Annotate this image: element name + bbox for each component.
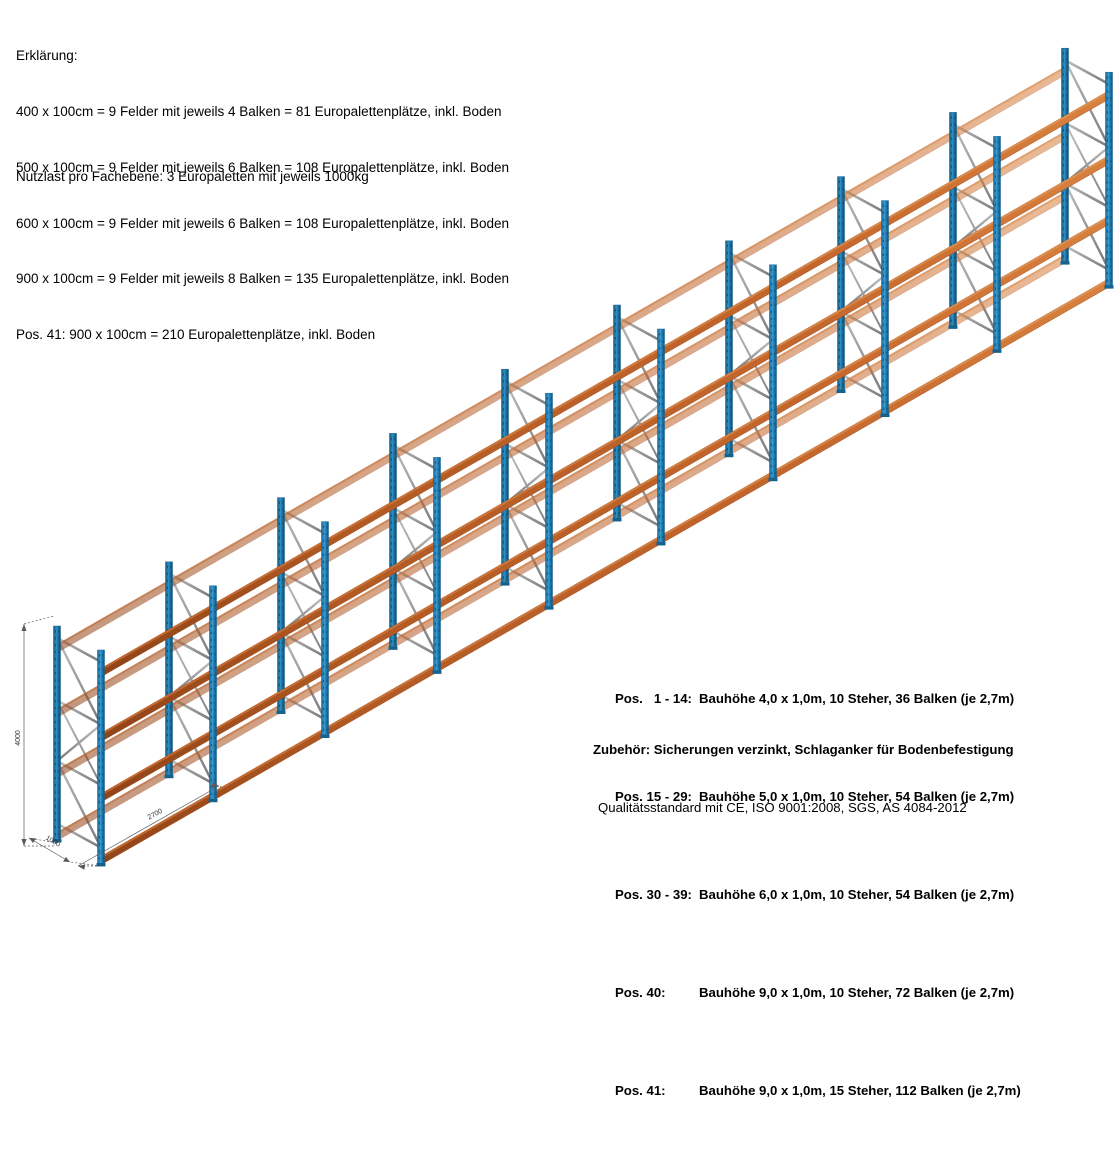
dim-ext-top bbox=[23, 615, 55, 625]
position-spec: Bauhöhe 4,0 x 1,0m, 10 Steher, 36 Balken… bbox=[698, 690, 1015, 706]
upright-rear-5 bbox=[500, 368, 510, 586]
quality-standard-note: Qualitätsstandard mit CE, ISO 9001:2008,… bbox=[598, 800, 967, 815]
upright-rear-10 bbox=[1060, 47, 1070, 265]
dim-ext-depth-a bbox=[28, 837, 58, 844]
upright-rear-1 bbox=[52, 625, 62, 843]
dim-length-line bbox=[77, 785, 220, 867]
position-row: Pos. 30 - 39: Bauhöhe 6,0 x 1,0m, 10 Steh… bbox=[593, 865, 1021, 924]
upright-rear-3 bbox=[276, 497, 286, 714]
upright-rear-9 bbox=[948, 112, 958, 329]
accessories-note: Zubehör: Sicherungen verzinkt, Schlagank… bbox=[593, 742, 1014, 757]
position-row: Pos. 40: Bauhöhe 9,0 x 1,0m, 10 Steher, 7… bbox=[593, 963, 1021, 1022]
upright-rear-6 bbox=[612, 304, 622, 522]
dim-label-bay-length: 2700 bbox=[147, 808, 164, 822]
upright-front-1 bbox=[96, 649, 106, 867]
upright-front-8 bbox=[880, 200, 890, 417]
explanation-block: Erklärung: 400 x 100cm = 9 Felder mit je… bbox=[16, 10, 509, 382]
explanation-line-3: 600 x 100cm = 9 Felder mit jeweils 6 Bal… bbox=[16, 215, 510, 231]
position-spec: Bauhöhe 5,0 x 1,0m, 10 Steher, 54 Balken… bbox=[698, 788, 1015, 804]
dim-arrow-depth-b bbox=[63, 857, 70, 862]
position-label: Pos. 40: bbox=[614, 984, 666, 1000]
dim-ext-len-b bbox=[212, 783, 223, 803]
frame-brace bbox=[55, 636, 103, 849]
dim-ext-depth-b bbox=[69, 861, 102, 867]
position-spec: Bauhöhe 6,0 x 1,0m, 10 Steher, 54 Balken… bbox=[698, 886, 1015, 902]
upright-rear-4 bbox=[388, 433, 398, 650]
dim-depth-line bbox=[28, 837, 71, 863]
position-label: Pos. 41: bbox=[614, 1082, 666, 1098]
load-note: Nutzlast pro Fachebene: 3 Europaletten m… bbox=[16, 169, 369, 184]
upright-rear-7 bbox=[724, 240, 734, 458]
upright-rear-2 bbox=[164, 561, 174, 779]
dim-arrow-depth-a bbox=[29, 838, 36, 843]
upright-front-7 bbox=[768, 264, 778, 482]
upright-front-6 bbox=[656, 328, 666, 546]
drawing-canvas: 4000 1000 2700 Erklärung: 400 x 100cm = … bbox=[15, 10, 1114, 1098]
dim-arrow-up bbox=[21, 624, 27, 631]
beams-group bbox=[100, 90, 1110, 866]
rack-structure bbox=[52, 47, 1114, 867]
position-list: Pos. 1 - 14: Bauhöhe 4,0 x 1,0m, 10 Stehe… bbox=[593, 630, 1021, 1159]
rear-uprights-group bbox=[52, 47, 1070, 843]
position-spec: Bauhöhe 9,0 x 1,0m, 10 Steher, 72 Balken… bbox=[698, 984, 1015, 1000]
upright-front-3 bbox=[320, 521, 330, 738]
position-label: Pos. 15 - 29: bbox=[614, 788, 692, 804]
front-uprights-group bbox=[96, 71, 1114, 867]
pallet-rack-isometric-drawing: 4000 1000 2700 bbox=[15, 47, 1114, 870]
position-spec: Bauhöhe 9,0 x 1,0m, 15 Steher, 112 Balke… bbox=[698, 1082, 1021, 1098]
explanation-heading: Erklärung: bbox=[16, 48, 78, 64]
dim-label-height: 4000 bbox=[15, 730, 22, 746]
upright-front-4 bbox=[432, 457, 442, 674]
upright-front-5 bbox=[544, 392, 554, 610]
frame-brace bbox=[727, 251, 775, 464]
explanation-line-2: 500 x 100cm = 9 Felder mit jeweils 6 Bal… bbox=[16, 159, 510, 175]
position-row: Pos. 1 - 14: Bauhöhe 4,0 x 1,0m, 10 Stehe… bbox=[593, 669, 1021, 728]
dim-arrow-down bbox=[21, 839, 27, 846]
position-label: Pos. 1 - 14: bbox=[614, 690, 692, 706]
explanation-line-5: Pos. 41: 900 x 100cm = 210 Europalettenp… bbox=[16, 327, 376, 343]
dim-arrow-len-b bbox=[211, 782, 219, 788]
upright-front-9 bbox=[992, 136, 1002, 353]
explanation-line-1: 400 x 100cm = 9 Felder mit jeweils 4 Bal… bbox=[16, 103, 502, 119]
position-row: Pos. 15 - 29: Bauhöhe 5,0 x 1,0m, 10 Steh… bbox=[593, 767, 1021, 826]
position-label: Pos. 30 - 39: bbox=[614, 886, 692, 902]
frame-bracing-group bbox=[55, 58, 1111, 849]
upright-front-10 bbox=[1104, 71, 1114, 289]
upright-front-2 bbox=[208, 585, 218, 803]
upright-rear-8 bbox=[836, 176, 846, 393]
position-row: Pos. 41: Bauhöhe 9,0 x 1,0m, 15 Steher, 1… bbox=[593, 1061, 1021, 1120]
frame-brace bbox=[615, 315, 663, 528]
explanation-line-4: 900 x 100cm = 9 Felder mit jeweils 8 Bal… bbox=[16, 271, 510, 287]
